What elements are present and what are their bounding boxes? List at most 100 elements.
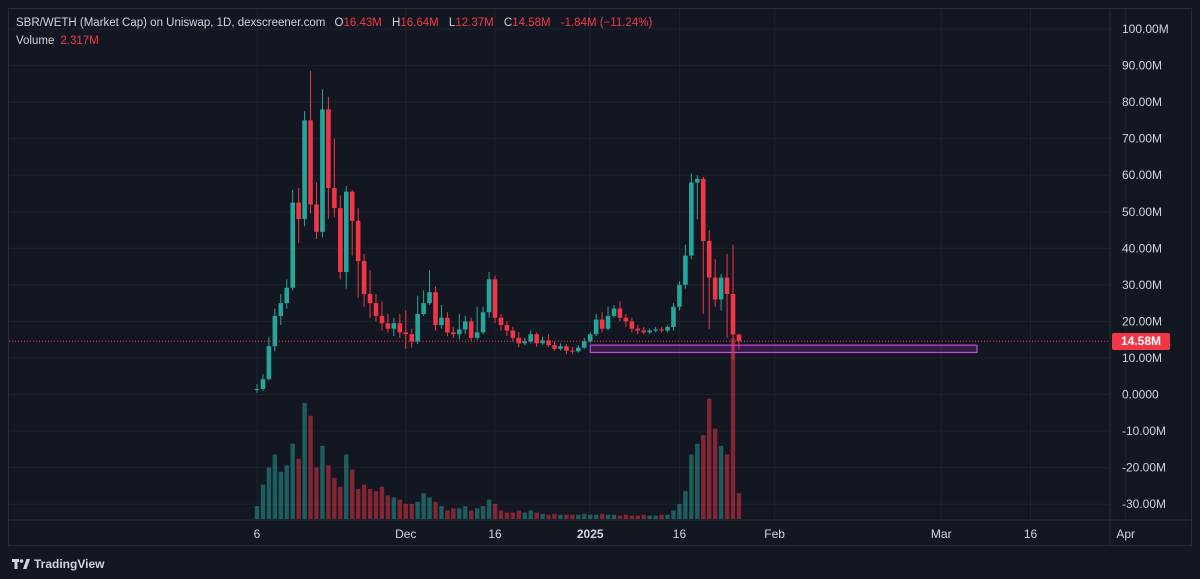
volume-bar bbox=[588, 514, 593, 519]
candle-body bbox=[391, 323, 397, 329]
volume-bar bbox=[647, 515, 652, 519]
candle-body bbox=[415, 314, 420, 342]
candle-body bbox=[427, 292, 432, 304]
volume-bar bbox=[457, 508, 462, 519]
chart-panel[interactable] bbox=[8, 8, 1192, 546]
volume-bar bbox=[296, 458, 301, 519]
x-tick-label: 6 bbox=[254, 527, 261, 541]
volume-bar bbox=[510, 512, 516, 519]
change-value: -1.84M (−11.24%) bbox=[560, 17, 653, 29]
low-value: 12.37M bbox=[455, 17, 494, 29]
candle-body bbox=[361, 261, 367, 294]
x-axis[interactable]: 6 Dec 16 2025 16 Feb Mar 16 Apr bbox=[254, 527, 1135, 541]
volume-bar bbox=[641, 514, 646, 519]
candle-body bbox=[570, 350, 575, 352]
candle-body bbox=[659, 329, 664, 331]
candle-body bbox=[504, 325, 510, 331]
volume-bar bbox=[278, 471, 283, 519]
volume-bar bbox=[373, 491, 379, 519]
candle-body bbox=[284, 287, 290, 304]
y-tick-label: 80.00M bbox=[1122, 95, 1162, 109]
volume-bar bbox=[736, 493, 742, 519]
x-tick-label: 16 bbox=[488, 527, 502, 541]
candle-body bbox=[695, 178, 700, 183]
candle-body bbox=[266, 346, 272, 380]
symbol-title[interactable]: SBR/WETH (Market Cap) on Uniswap, 1D, de… bbox=[16, 17, 326, 29]
y-tick-label: 0.0000 bbox=[1122, 388, 1159, 402]
candle-body bbox=[653, 329, 658, 331]
candle-body bbox=[516, 337, 522, 344]
candle-body bbox=[724, 277, 730, 294]
y-axis[interactable]: 100.00M 90.00M 80.00M 70.00M 60.00M 50.00M 40.… bbox=[1122, 22, 1169, 511]
volume-bar bbox=[290, 443, 295, 519]
volume-bar bbox=[528, 510, 533, 519]
volume-bar bbox=[677, 503, 682, 519]
volume-bar bbox=[320, 445, 325, 519]
candle-body bbox=[564, 346, 569, 351]
candle-body bbox=[302, 120, 307, 220]
candle-body bbox=[700, 178, 706, 241]
candle-body bbox=[540, 340, 545, 344]
volume-bar bbox=[653, 515, 658, 519]
candle-body bbox=[338, 208, 343, 273]
candle-body bbox=[593, 319, 599, 335]
y-tick-label: -10.00M bbox=[1122, 424, 1166, 438]
volume-bar bbox=[605, 514, 611, 519]
volume-bar bbox=[427, 497, 432, 519]
volume-bar bbox=[314, 467, 319, 519]
candle-body bbox=[492, 279, 498, 318]
candle-body bbox=[355, 220, 361, 262]
tradingview-brand[interactable]: TradingView bbox=[12, 556, 104, 572]
candle-body bbox=[385, 323, 391, 329]
candle-body bbox=[498, 317, 504, 326]
candle-body bbox=[314, 204, 319, 232]
volume-bar bbox=[546, 514, 551, 519]
open-label: O bbox=[334, 17, 344, 29]
candle-body bbox=[528, 334, 533, 342]
candle-body bbox=[677, 284, 682, 307]
volume-bar bbox=[701, 435, 706, 519]
x-tick-label: Dec bbox=[395, 527, 416, 541]
volume-bars bbox=[254, 338, 742, 519]
candle-body bbox=[278, 303, 284, 316]
volume-bar bbox=[409, 503, 414, 519]
candle-body bbox=[373, 303, 379, 316]
candle-body bbox=[445, 317, 450, 333]
y-tick-label: -20.00M bbox=[1122, 461, 1166, 475]
candle-body bbox=[647, 330, 652, 333]
candle-body bbox=[433, 292, 438, 326]
legend-symbol-row: SBR/WETH (Market Cap) on Uniswap, 1D, de… bbox=[16, 14, 652, 32]
volume-bar bbox=[498, 510, 504, 519]
volume-bar bbox=[326, 465, 331, 519]
candle-body bbox=[272, 315, 278, 347]
volume-bar bbox=[332, 478, 337, 519]
volume-bar bbox=[344, 454, 349, 519]
brand-name: TradingView bbox=[34, 557, 105, 571]
volume-bar bbox=[367, 488, 373, 519]
low-label: L bbox=[448, 17, 456, 29]
close-value: 14.58M bbox=[512, 17, 551, 29]
volume-bar bbox=[421, 493, 426, 519]
volume-bar bbox=[611, 514, 617, 519]
volume-bar bbox=[379, 486, 385, 519]
candle-body bbox=[343, 191, 349, 273]
candle-body bbox=[671, 306, 676, 327]
volume-bar bbox=[718, 445, 724, 519]
volume-bar bbox=[599, 513, 605, 519]
y-tick-label: 10.00M bbox=[1122, 351, 1162, 365]
volume-bar bbox=[266, 467, 272, 519]
volume-bar bbox=[558, 514, 563, 519]
y-tick-label: -30.00M bbox=[1122, 497, 1166, 511]
volume-bar bbox=[593, 514, 599, 519]
volume-bar bbox=[659, 514, 664, 519]
volume-label[interactable]: Volume bbox=[16, 35, 55, 47]
volume-bar bbox=[623, 514, 629, 519]
support-zone-box bbox=[589, 344, 978, 354]
legend-volume-row: Volume 2.317M bbox=[16, 32, 652, 50]
volume-bar bbox=[445, 510, 450, 519]
volume-bar bbox=[350, 469, 355, 519]
volume-value: 2.317M bbox=[60, 35, 99, 47]
candle-body bbox=[718, 277, 724, 300]
candle-body bbox=[599, 319, 605, 329]
